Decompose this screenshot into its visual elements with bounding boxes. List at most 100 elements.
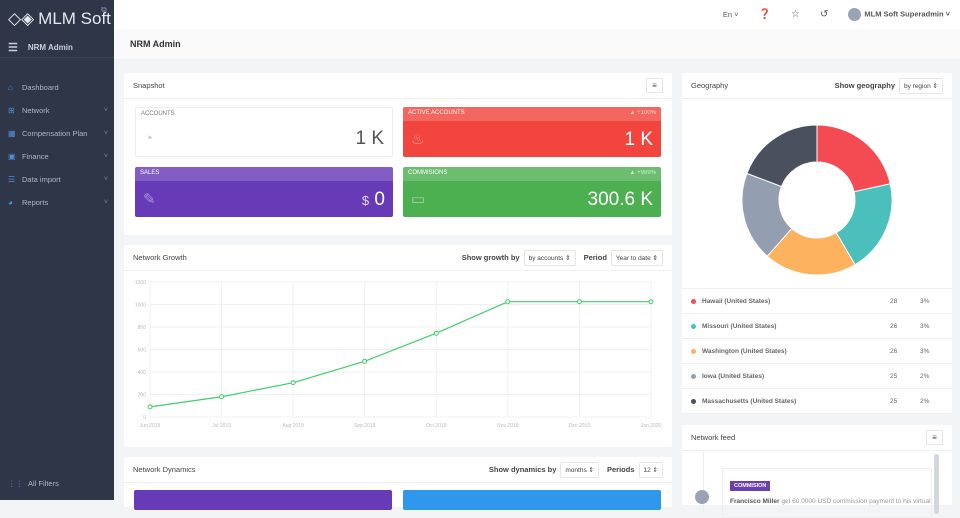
x-tick-label: Nov 2019: [497, 423, 519, 429]
sidebar: ◇◈ MLM Soft ⧉ ☰ NRM Admin ⌂ Dashboard ⊞ Netwo…: [0, 0, 114, 500]
sidebar-item-label: Finance: [22, 152, 49, 161]
show-geography-label: Show geography: [834, 81, 895, 90]
y-tick-label: 600: [138, 348, 147, 354]
calculator-icon: ▦: [8, 129, 16, 138]
region-count: 26: [890, 347, 898, 355]
region-name: Massachusetts (United States): [702, 397, 797, 405]
tile-icon: ✎: [143, 191, 156, 208]
tile-icon: ♨: [411, 131, 425, 148]
page-title: NRM Admin: [114, 29, 960, 59]
feed-avatar: [695, 490, 709, 504]
region-name: Hawaii (United States): [702, 297, 771, 305]
geography-panel: Geography Show geography by region ⇕ Hawa…: [682, 73, 952, 414]
tile-change: ▲ +989%: [629, 170, 656, 176]
logo[interactable]: ◇◈ MLM Soft: [0, 0, 114, 38]
tile-value: 1 K: [624, 129, 653, 150]
region-count: 28: [890, 297, 898, 305]
logo-icon: ◇◈: [8, 9, 35, 28]
sidebar-item-data-import[interactable]: ☰ Data import ˅: [0, 168, 114, 191]
data-point: [362, 358, 368, 364]
y-tick-label: 200: [138, 393, 147, 399]
donut-slice[interactable]: [746, 124, 818, 188]
x-tick-label: Dec 2019: [569, 423, 591, 429]
menu-button[interactable]: ≡: [646, 78, 663, 93]
avatar: [848, 8, 862, 21]
star-icon[interactable]: ☆: [791, 9, 800, 20]
tile-label: ACCOUNTS: [141, 111, 175, 117]
region-pct: 3%: [920, 347, 930, 355]
filter-icon: ⋮⋮: [8, 479, 23, 488]
language-select[interactable]: En ˅: [722, 10, 739, 19]
panel-title: Network Dynamics: [133, 465, 196, 474]
tile-icon: ◔: [144, 130, 154, 147]
tile-accounts[interactable]: ACCOUNTS ◔ 1 K: [135, 107, 393, 157]
sidebar-item-compensation-plan[interactable]: ▦ Compensation Plan ˅: [0, 122, 114, 145]
show-growth-label: Show growth by: [461, 253, 520, 262]
region-pct: 2%: [920, 397, 930, 405]
history-icon[interactable]: ↺: [819, 9, 829, 20]
tile-value: 300.6 K: [587, 189, 654, 210]
period-select[interactable]: Year to date ⇕: [610, 249, 663, 266]
sidebar-item-label: Reports: [22, 198, 49, 207]
logo-text: MLM Soft: [38, 9, 111, 28]
y-tick-label: 0: [143, 415, 146, 421]
x-tick-label: Jun 2019: [140, 423, 161, 429]
hamburger-icon[interactable]: ☰: [8, 42, 18, 54]
dynamics-card-purple: [134, 490, 392, 510]
feed-item: COMMISION Francisco Miller get 60.0000 U…: [722, 468, 932, 518]
menu-button[interactable]: ≡: [926, 430, 943, 445]
user-menu[interactable]: MLM Soft Superadmin ˅: [848, 8, 950, 21]
currency: $: [361, 193, 370, 208]
x-tick-label: Aug 2019: [282, 423, 304, 429]
feed-text: get 60.0000 USD commission payment to hi…: [781, 498, 931, 505]
region-count: 25: [890, 397, 898, 405]
geo-row: Missouri (United States) 26 3%: [682, 314, 952, 339]
snapshot-panel: Snapshot ≡ ACCOUNTS ◔ 1 K ACTIVE ACCOUNTS ▲…: [124, 73, 672, 235]
geo-row: Iowa (United States) 25 2%: [682, 364, 952, 389]
data-point: [219, 394, 225, 400]
donut-slice[interactable]: [816, 124, 891, 193]
chevron-down-icon: ˅: [103, 176, 108, 183]
legend-dot: [691, 348, 696, 354]
scrollbar[interactable]: [934, 454, 939, 514]
region-pct: 3%: [920, 322, 930, 330]
data-point: [433, 330, 439, 336]
help-icon[interactable]: ❓: [758, 9, 771, 20]
tile-value: 1 K: [355, 128, 384, 149]
data-point: [147, 404, 153, 410]
region-pct: 2%: [920, 372, 930, 380]
tile-commisions[interactable]: COMMISIONS ▲ +989% ▭ 300.6 K: [403, 167, 661, 217]
external-link-icon[interactable]: ⧉: [101, 5, 107, 14]
legend-dot: [691, 398, 696, 404]
all-filters-button[interactable]: ⋮⋮ All Filters: [8, 479, 59, 488]
tile-active-accounts[interactable]: ACTIVE ACCOUNTS ▲ +100% ♨ 1 K: [403, 107, 661, 157]
sidebar-item-network[interactable]: ⊞ Network ˅: [0, 99, 114, 122]
x-tick-label: Sep 2019: [354, 423, 376, 429]
network-feed-panel: Network feed ≡ COMMISION Francisco Miller…: [682, 425, 952, 518]
periods-label: Periods: [606, 465, 635, 474]
list-icon: ☰: [8, 175, 16, 184]
dynamics-select[interactable]: months ⇕: [560, 461, 599, 478]
tile-sales[interactable]: SALES ✎ $ 0: [135, 167, 393, 217]
region-count: 26: [890, 322, 898, 330]
panel-title: Network Growth: [133, 253, 187, 262]
sidebar-item-label: Data import: [22, 175, 61, 184]
region-count: 25: [890, 372, 898, 380]
geography-donut: [741, 124, 893, 276]
network-growth-panel: Network Growth Show growth by by accounts…: [124, 245, 672, 447]
feed-user[interactable]: Francisco Miller: [730, 498, 780, 505]
sidebar-item-dashboard[interactable]: ⌂ Dashboard: [0, 76, 114, 99]
sidebar-item-finance[interactable]: ▣ Finance ˅: [0, 145, 114, 168]
sidebar-item-reports[interactable]: ◕ Reports ˅: [0, 191, 114, 214]
feed-badge: COMMISION: [730, 481, 771, 491]
x-tick-label: Jan 2020: [641, 423, 662, 429]
sitemap-icon: ⊞: [8, 106, 15, 115]
geography-select[interactable]: by region ⇕: [898, 77, 943, 94]
region-pct: 3%: [920, 297, 930, 305]
pie-chart-icon: ◕: [8, 198, 13, 207]
periods-select[interactable]: 12 ⇕: [638, 461, 663, 478]
legend-dot: [691, 323, 696, 329]
panel-title: Snapshot: [133, 81, 165, 90]
finance-icon: ▣: [8, 152, 16, 161]
growth-by-select[interactable]: by accounts ⇕: [523, 249, 576, 266]
